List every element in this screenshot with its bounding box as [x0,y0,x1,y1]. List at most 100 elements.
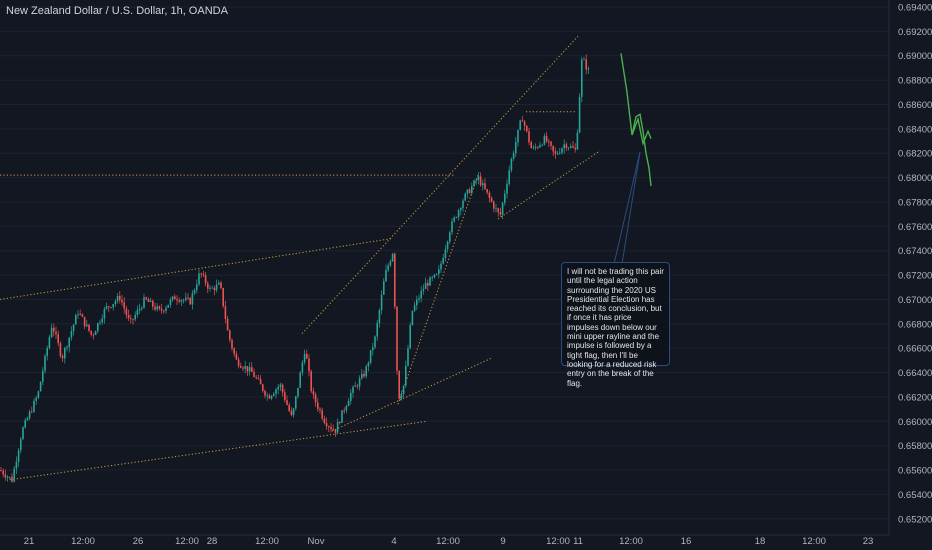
candle-body [457,210,460,218]
candle-body [6,476,9,478]
trendline[interactable] [9,420,428,481]
candle-body [519,120,521,130]
price-tick: 0.66600 [898,344,932,355]
candle-body [552,145,554,152]
candle-body [460,208,462,211]
candle-body [215,284,218,291]
candle-body [451,221,453,233]
candle-body [9,476,11,478]
candle-body [442,257,444,264]
candle-body [372,347,374,351]
candle-body [508,170,510,184]
candle-body [286,400,288,405]
candle-body [123,302,125,309]
time-axis[interactable]: 21 12:00 26 12:00 28 12:00 Nov 4 12:00 9 12:00 11 12… [24,536,874,547]
candle-body [521,120,524,122]
candle-body [559,152,561,154]
candle-body [112,303,114,308]
trade-note[interactable]: I will not be trading this pair until th… [561,262,670,388]
candle-body [308,358,310,372]
candle-body [103,308,106,319]
candle-body [0,470,2,471]
candle-body [158,306,161,309]
candle-body [202,274,205,276]
candle-body [125,308,128,315]
candle-body [438,269,440,274]
candle-body [506,183,508,194]
candle-body [275,389,277,394]
candle-body [240,365,242,368]
candle-body [178,300,180,302]
candle-body [273,393,275,396]
candle-body [28,411,31,419]
candle-body [556,153,559,155]
candle-body [512,153,515,159]
candle-body [231,339,233,349]
candle-body [130,317,132,319]
candle-body [385,269,387,282]
candle-body [567,147,570,149]
candle-body [453,217,455,222]
candle-body [226,318,229,331]
candle-body [424,282,427,289]
candle-body [361,373,363,379]
price-axis[interactable]: 0.69400 0.69200 0.69000 0.68800 0.68600 0.684… [898,3,932,526]
candle-body [72,324,75,332]
candle-body [68,337,70,348]
projection-line[interactable] [620,53,652,146]
candle-body [284,392,286,401]
candle-body [138,308,141,310]
time-tick: 26 [133,536,144,547]
candle-body [488,192,491,198]
candle-body [253,371,255,377]
candle-body [330,426,332,430]
price-tick: 0.67400 [898,246,932,257]
candle-body [466,189,469,194]
candle-body [409,325,411,349]
candle-body [114,301,117,304]
candle-body [396,306,398,371]
candle-body [187,297,189,299]
candle-body [257,377,260,380]
trendline[interactable] [331,357,493,432]
candle-body [185,297,187,300]
candle-body [224,306,227,319]
candle-body [2,470,4,475]
candle-body [295,396,297,409]
candle-body [444,249,447,258]
price-tick: 0.67800 [898,197,932,208]
candle-body [136,309,139,315]
trendline[interactable] [0,238,393,300]
trendline[interactable] [301,35,579,334]
candle-body [235,353,238,360]
candle-body [24,420,26,428]
candle-body [182,299,185,301]
candle-body [299,372,301,388]
price-tick: 0.67600 [898,222,932,233]
candle-body [171,296,174,300]
trendline[interactable] [497,150,601,220]
candle-body [416,299,418,306]
candle-body [145,297,147,300]
candle-body [462,200,464,209]
candle-body [303,353,306,363]
projection-line[interactable] [631,113,652,187]
candle-body [75,315,77,325]
candle-body [473,180,475,187]
candle-body [407,348,409,366]
candle-body [13,468,15,482]
candle-body [420,290,422,299]
candle-body [198,273,200,285]
candle-body [92,334,95,336]
projection-path [620,53,652,187]
candle-body [334,430,337,433]
time-tick: 12:00 [255,536,279,547]
time-tick: 28 [207,536,218,547]
price-tick: 0.67200 [898,271,932,282]
candle-body [281,384,284,393]
candle-body [565,144,568,149]
candle-body [244,366,246,369]
candle-body [35,397,37,401]
candle-body [475,180,477,181]
